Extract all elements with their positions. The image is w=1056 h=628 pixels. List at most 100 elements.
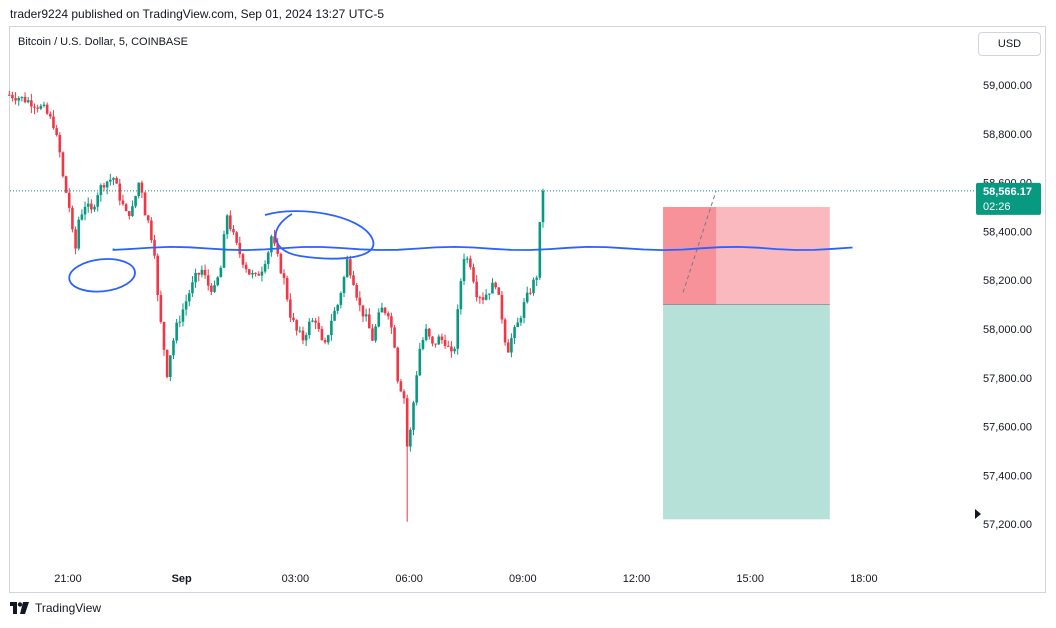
candle-up bbox=[181, 309, 185, 322]
candle-down bbox=[238, 242, 242, 255]
candle-down bbox=[446, 345, 450, 347]
candle-up bbox=[336, 304, 340, 311]
candle-up bbox=[263, 264, 267, 272]
candle-up bbox=[519, 317, 523, 323]
candle-up bbox=[541, 190, 545, 223]
candlestick-chart[interactable]: 59,000.0058,800.0058,600.0058,400.0058,2… bbox=[0, 0, 1056, 600]
candle-down bbox=[301, 330, 305, 341]
candle-down bbox=[197, 272, 201, 275]
position-zones bbox=[663, 190, 830, 520]
circle-annotation bbox=[68, 258, 136, 293]
candle-up bbox=[83, 206, 87, 215]
candle-down bbox=[165, 349, 169, 377]
price-tick-label: 58,200.00 bbox=[983, 275, 1032, 287]
candle-up bbox=[516, 322, 520, 328]
candle-down bbox=[472, 267, 475, 282]
candle-up bbox=[194, 272, 197, 283]
candle-up bbox=[222, 234, 226, 268]
candle-up bbox=[112, 178, 115, 180]
candle-up bbox=[415, 375, 418, 403]
candle-down bbox=[279, 253, 283, 274]
price-tick-label: 57,800.00 bbox=[983, 373, 1032, 385]
candle-up bbox=[459, 281, 463, 310]
candle-down bbox=[232, 229, 235, 233]
candle-down bbox=[317, 322, 321, 329]
candle-down bbox=[361, 305, 365, 317]
candle-down bbox=[45, 104, 49, 114]
candle-up bbox=[437, 336, 441, 345]
candle-up bbox=[200, 269, 204, 275]
candle-down bbox=[469, 258, 472, 268]
candle-down bbox=[244, 264, 248, 270]
candle-up bbox=[409, 429, 412, 447]
candle-down bbox=[390, 316, 393, 328]
symbol-title[interactable]: Bitcoin / U.S. Dollar, 5, COINBASE bbox=[18, 36, 188, 48]
time-tick-label: 06:00 bbox=[395, 573, 423, 585]
candle-countdown: 02:26 bbox=[983, 201, 1011, 213]
candle-down bbox=[386, 313, 390, 317]
candle-up bbox=[326, 335, 330, 343]
candle-down bbox=[475, 281, 478, 298]
price-tick-label: 59,000.00 bbox=[983, 80, 1032, 92]
take-profit-zone bbox=[663, 304, 830, 520]
candle-up bbox=[484, 294, 488, 300]
candle-up bbox=[330, 320, 333, 336]
candle-down bbox=[124, 204, 128, 212]
candle-up bbox=[298, 330, 302, 332]
candle-up bbox=[260, 271, 264, 276]
candle-up bbox=[20, 96, 24, 99]
candle-down bbox=[71, 207, 74, 230]
candle-down bbox=[431, 336, 434, 344]
footer: TradingView bbox=[10, 601, 101, 615]
candle-down bbox=[367, 314, 371, 329]
candle-down bbox=[140, 182, 144, 193]
candle-up bbox=[364, 314, 368, 317]
candles bbox=[7, 90, 545, 522]
candle-up bbox=[184, 301, 188, 310]
candle-up bbox=[39, 105, 43, 109]
candle-up bbox=[137, 182, 141, 197]
chart-frame bbox=[9, 26, 1046, 593]
candle-up bbox=[169, 355, 172, 377]
candle-up bbox=[219, 267, 223, 278]
candle-up bbox=[339, 293, 343, 305]
candle-down bbox=[450, 346, 453, 352]
currency-button[interactable]: USD bbox=[978, 32, 1041, 56]
candle-up bbox=[191, 282, 194, 294]
candle-down bbox=[440, 336, 444, 341]
candle-up bbox=[134, 196, 137, 207]
candle-up bbox=[17, 98, 21, 101]
candle-down bbox=[352, 275, 355, 286]
published-info: trader9224 published on TradingView.com,… bbox=[10, 7, 385, 21]
candle-up bbox=[178, 321, 182, 323]
candle-down bbox=[146, 215, 150, 221]
candle-up bbox=[175, 322, 178, 341]
candle-down bbox=[49, 113, 52, 117]
last-price-label: 58,566.17 bbox=[983, 186, 1032, 198]
stop-loss-zone bbox=[663, 207, 830, 305]
candle-down bbox=[127, 211, 131, 216]
drawings bbox=[10, 190, 975, 293]
candle-down bbox=[349, 259, 352, 276]
candle-down bbox=[229, 215, 232, 230]
candle-up bbox=[342, 277, 346, 294]
candle-down bbox=[323, 340, 327, 343]
time-tick-label: 21:00 bbox=[54, 573, 82, 585]
candle-down bbox=[61, 152, 65, 177]
candle-down bbox=[143, 192, 147, 216]
candle-down bbox=[396, 347, 400, 382]
candle-down bbox=[67, 192, 71, 208]
price-tick-label: 57,400.00 bbox=[983, 470, 1032, 482]
candle-down bbox=[64, 176, 68, 193]
candle-down bbox=[497, 287, 501, 295]
candle-down bbox=[383, 307, 387, 314]
time-tick-label: 09:00 bbox=[509, 573, 537, 585]
candle-down bbox=[118, 183, 122, 201]
candle-up bbox=[270, 236, 273, 253]
candle-up bbox=[374, 326, 377, 341]
candle-up bbox=[86, 203, 90, 207]
candle-up bbox=[380, 307, 384, 313]
candle-up bbox=[525, 292, 529, 303]
candle-down bbox=[235, 232, 238, 243]
candle-up bbox=[80, 214, 84, 220]
